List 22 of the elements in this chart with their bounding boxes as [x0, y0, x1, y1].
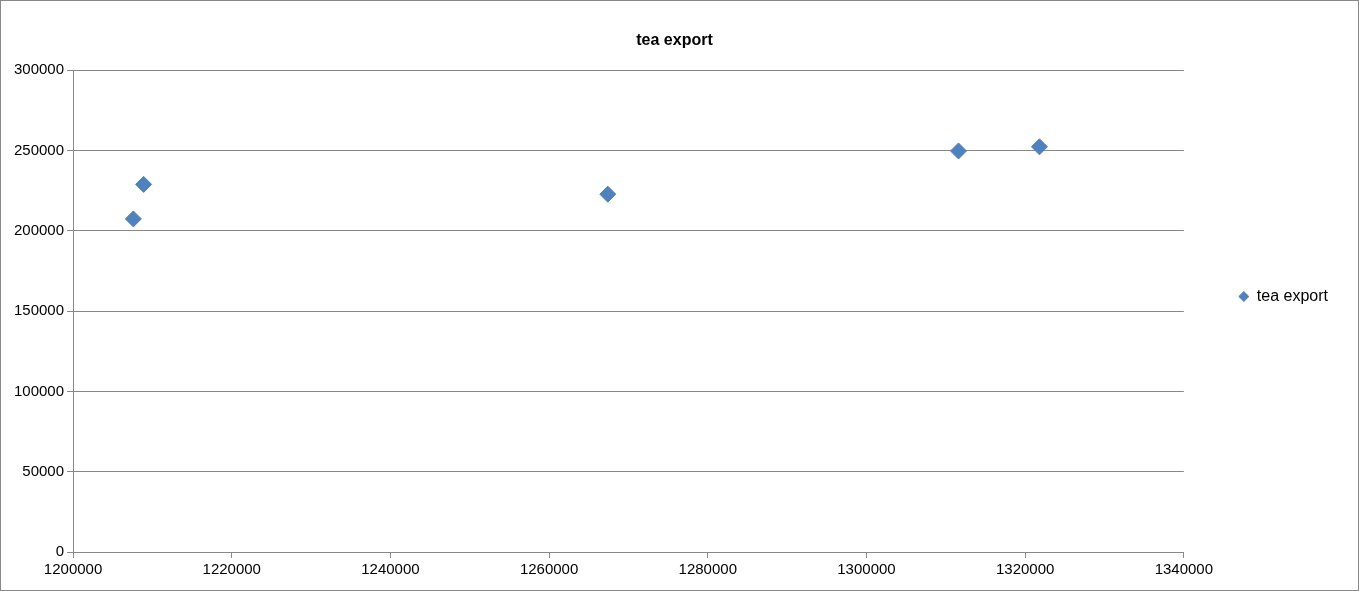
x-tick-label: 1280000 [678, 560, 737, 578]
x-tick-label: 1260000 [519, 560, 579, 578]
y-tick-label: 250000 [13, 140, 65, 158]
point [124, 210, 142, 228]
point [135, 175, 153, 193]
x-tick-label: 1320000 [995, 560, 1055, 578]
x-tick-label: 1340000 [1154, 560, 1214, 578]
point [599, 185, 617, 203]
point [950, 142, 968, 160]
y-tick-label: 150000 [13, 301, 65, 319]
legend-label: tea export [1256, 286, 1329, 304]
point [1030, 138, 1048, 156]
x-tick-label: 1200000 [43, 560, 103, 578]
x-tick-label: 1300000 [837, 560, 896, 578]
chart-title: tea export [636, 31, 714, 49]
y-tick-label: 100000 [13, 381, 65, 399]
y-tick-label: 50000 [22, 461, 65, 479]
x-tick-label: 1240000 [361, 560, 420, 578]
y-tick-label: 0 [55, 542, 65, 560]
x-tick-label: 1220000 [202, 560, 261, 578]
y-tick-label: 300000 [13, 60, 65, 78]
y-tick-label: 200000 [13, 220, 65, 238]
